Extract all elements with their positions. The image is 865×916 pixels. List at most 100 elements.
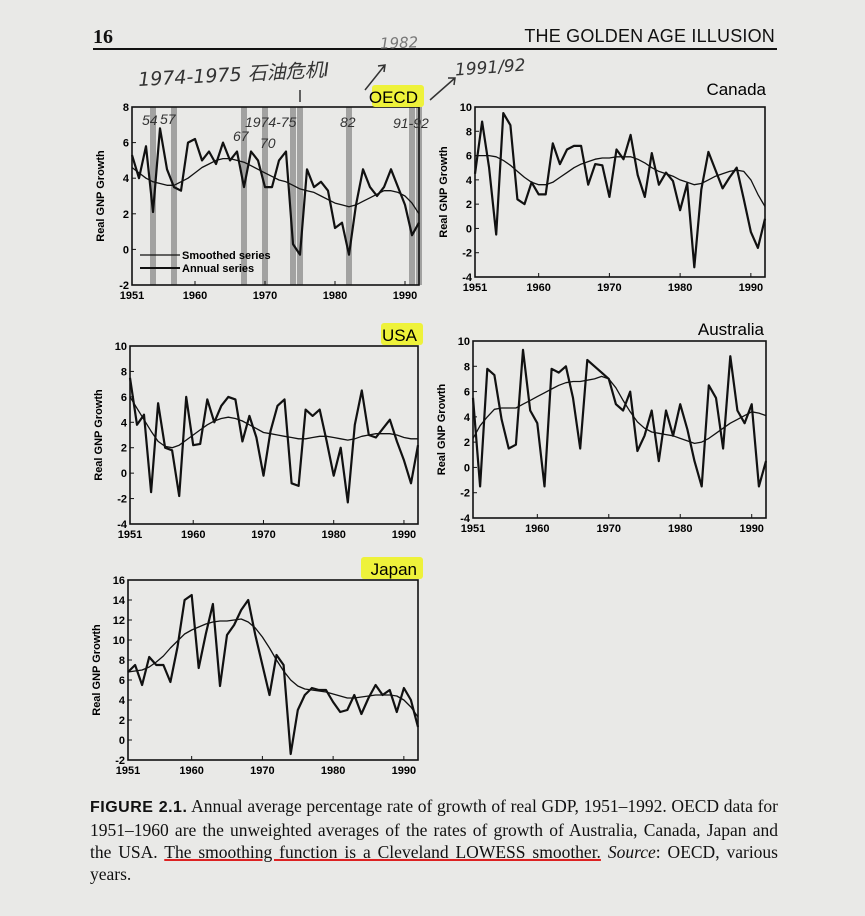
title-highlight	[361, 557, 423, 579]
y-tick-label: 4	[119, 695, 126, 707]
y-tick-label: 10	[460, 102, 472, 114]
figure-panels: OECD Real GNP Growth -2 0 2 4 6 8 1951 1960 1970 19…	[91, 64, 768, 777]
y-tick-label: 8	[123, 102, 129, 114]
x-tick-label: 1980	[323, 290, 347, 302]
y-tick-label: -4	[117, 519, 128, 531]
smoothed-series-line	[127, 618, 419, 718]
smoothed-series-line	[131, 157, 420, 215]
y-tick-label: 14	[113, 595, 126, 607]
y-tick-label: 4	[466, 175, 473, 187]
y-tick-label: -2	[119, 280, 129, 292]
y-tick-label: 2	[119, 715, 125, 727]
caption-text: Annual average percentage rate of growth…	[90, 796, 778, 862]
chart-title: Australia	[698, 320, 765, 339]
chart-title: Canada	[706, 80, 766, 99]
annual-series-line	[130, 127, 420, 256]
y-tick-label: 6	[121, 392, 127, 404]
plot-frame	[131, 106, 420, 286]
page-number: 16	[93, 26, 113, 48]
y-tick-label: 6	[123, 138, 129, 150]
annual-series-line	[473, 111, 767, 269]
handwritten-year-label: 91-92	[393, 115, 429, 131]
title-highlight	[372, 85, 424, 107]
y-axis-label: Real GNP Growth	[91, 624, 103, 716]
handwritten-year-label: 67	[233, 128, 250, 144]
y-tick-label: 6	[119, 675, 125, 687]
y-axis-label: Real GNP Growth	[95, 150, 107, 242]
header-rule	[93, 48, 777, 50]
x-tick-label: 1990	[392, 529, 416, 541]
handwritten-year-label: 57	[160, 111, 177, 127]
y-tick-label: -4	[462, 272, 473, 284]
caption-source-label: Source	[607, 842, 656, 862]
x-tick-label: 1960	[183, 290, 207, 302]
y-tick-label: -2	[462, 248, 472, 260]
x-tick-label: 1970	[597, 282, 621, 294]
x-tick-label: 1980	[321, 765, 345, 777]
annual-series-line	[471, 348, 768, 488]
running-head: THE GOLDEN AGE ILLUSION	[524, 26, 775, 46]
handwritten-year-label: 70	[260, 135, 276, 151]
x-tick-label: 1990	[739, 523, 763, 535]
handwritten-year-label: 1974-75	[245, 114, 297, 130]
x-tick-label: 1951	[120, 290, 144, 302]
y-tick-label: 0	[119, 735, 125, 747]
y-tick-label: 8	[119, 655, 125, 667]
shaded-band-1954	[150, 107, 156, 285]
arrow-mark	[364, 64, 386, 91]
figure-caption: FIGURE 2.1. Annual average percentage ra…	[90, 795, 778, 885]
y-tick-label: 2	[466, 199, 472, 211]
y-tick-label: 12	[113, 615, 125, 627]
smoothed-series-line	[472, 375, 767, 445]
plot-frame	[474, 106, 766, 278]
x-tick-label: 1960	[525, 523, 549, 535]
y-tick-label: 0	[121, 468, 127, 480]
chart-oecd: OECD Real GNP Growth -2 0 2 4 6 8 1951 1960 1970 19…	[95, 85, 429, 302]
y-tick-label: 6	[464, 387, 470, 399]
y-tick-label: 8	[121, 366, 127, 378]
legend-entry: Annual series	[182, 263, 254, 275]
y-tick-label: -2	[460, 488, 470, 500]
plot-frame	[129, 345, 419, 525]
chart-canada: Canada Real GNP Growth -4 -2 0 2 4 6 8 10 1951 1960…	[438, 80, 767, 294]
x-tick-label: 1980	[668, 282, 692, 294]
handwritten-year-label: 82	[340, 114, 356, 130]
annual-series-line	[128, 377, 420, 504]
plot-frame	[472, 340, 767, 519]
y-tick-label: 0	[464, 462, 470, 474]
chart-japan: Japan Real GNP Growth -2 0 2 4 6 8 10 12 14 16 1951 1…	[91, 557, 423, 777]
y-tick-label: 8	[464, 361, 470, 373]
y-tick-label: 4	[121, 417, 128, 429]
y-tick-label: 6	[466, 151, 472, 163]
x-tick-label: 1960	[179, 765, 203, 777]
y-tick-label: 2	[464, 437, 470, 449]
x-tick-label: 1980	[668, 523, 692, 535]
x-tick-label: 1970	[597, 523, 621, 535]
x-tick-label: 1951	[116, 765, 140, 777]
title-highlight	[381, 323, 423, 345]
caption-smoothing-note: The smoothing function is a Cleveland LO…	[164, 842, 601, 862]
x-tick-label: 1951	[118, 529, 142, 541]
x-tick-label: 1990	[393, 290, 417, 302]
y-tick-label: 10	[113, 635, 125, 647]
y-tick-label: 16	[113, 575, 125, 587]
y-tick-label: 4	[464, 412, 471, 424]
y-tick-label: 0	[466, 223, 472, 235]
figure-label: FIGURE 2.1.	[90, 799, 188, 816]
y-tick-label: 10	[115, 341, 127, 353]
chart-title: Japan	[371, 560, 417, 579]
y-tick-label: -4	[460, 513, 471, 525]
x-tick-label: 1990	[392, 765, 416, 777]
x-tick-label: 1960	[526, 282, 550, 294]
y-tick-label: 2	[121, 443, 127, 455]
y-tick-label: 2	[123, 209, 129, 221]
x-tick-label: 1990	[739, 282, 763, 294]
smoothed-series-line	[129, 396, 418, 449]
annual-series-line	[127, 593, 420, 756]
x-tick-label: 1970	[253, 290, 277, 302]
y-tick-label: 0	[123, 244, 129, 256]
x-tick-label: 1951	[463, 282, 487, 294]
y-tick-label: -2	[115, 755, 125, 767]
smoothed-series-line	[475, 154, 766, 207]
